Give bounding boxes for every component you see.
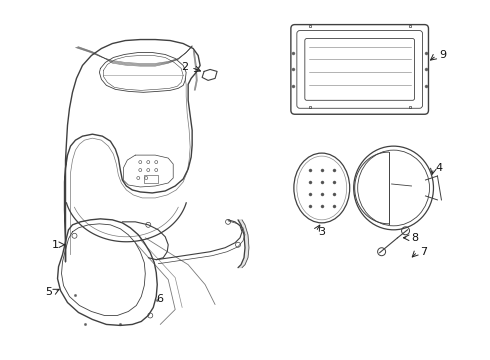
Text: 7: 7	[420, 247, 427, 257]
Text: 9: 9	[439, 50, 446, 60]
Text: 6: 6	[157, 293, 164, 303]
Polygon shape	[238, 220, 249, 268]
Text: 2: 2	[182, 62, 189, 72]
Text: 5: 5	[45, 287, 52, 297]
Text: 4: 4	[436, 163, 443, 173]
Text: 1: 1	[52, 240, 59, 250]
Text: 3: 3	[318, 227, 325, 237]
Text: 8: 8	[411, 233, 418, 243]
Bar	[144, 175, 158, 183]
